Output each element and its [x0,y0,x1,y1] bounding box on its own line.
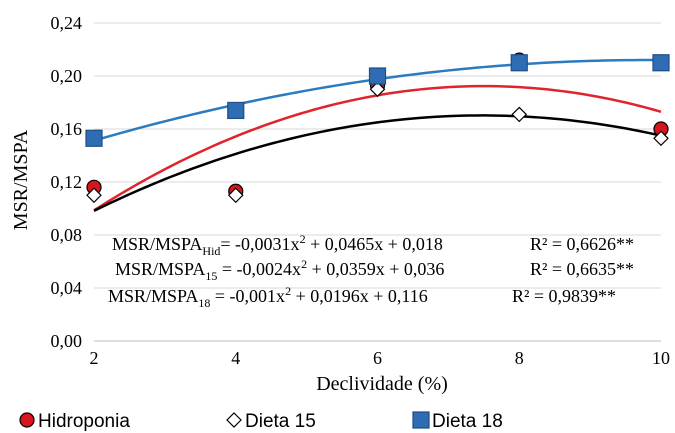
legend: Hidroponia Dieta 15 Dieta 18 [20,411,503,432]
equation-lhs: MSR/MSPA [112,234,202,254]
legend-marker-diamond-icon [227,413,241,427]
legend-item-hidroponia: Hidroponia [20,411,130,432]
equation-annotations: MSR/MSPAHid= -0,0031x2 + 0,0465x + 0,018… [108,232,634,310]
point-dieta-18 [86,130,102,146]
point-dieta-18 [653,55,669,71]
equation-lhs: MSR/MSPA [115,259,205,279]
x-tick-label: 2 [90,348,99,368]
equation-rhs-rest: + 0,0359x + 0,036 [307,259,444,279]
x-axis-label: Declividade (%) [316,373,448,395]
trend-line-hidroponia [94,86,661,210]
equation-lhs: MSR/MSPA [108,286,198,306]
y-tick-label: 0,04 [51,278,83,298]
y-axis-label: MSR/MSPA [10,129,32,230]
x-tick-label: 8 [515,348,524,368]
equation-text: MSR/MSPA15 = -0,0024x2 + 0,0359x + 0,036 [115,257,444,283]
point-dieta-18 [228,102,244,118]
legend-marker-circle-icon [20,413,34,427]
y-tick-labels: 0,00 0,04 0,08 0,12 0,16 0,20 0,24 [51,13,83,351]
r-squared-text: R² = 0,9839** [512,286,616,306]
equation-subscript: 18 [198,296,210,310]
r-squared-text: R² = 0,6626** [530,234,634,254]
y-tick-label: 0,24 [51,13,83,33]
equation-text: MSR/MSPA18 = -0,001x2 + 0,0196x + 0,116 [108,284,428,310]
data-points [86,53,669,202]
x-tick-label: 10 [652,348,670,368]
legend-marker-square-icon [413,412,429,428]
x-tick-label: 6 [373,348,382,368]
equation-rhs-rest: + 0,0465x + 0,018 [306,234,443,254]
y-tick-label: 0,08 [51,225,83,245]
r-squared-text: R² = 0,6635** [530,259,634,279]
equation-subscript: Hid [202,244,220,258]
y-tick-label: 0,00 [51,331,83,351]
legend-item-dieta-18: Dieta 18 [413,411,503,432]
equation-subscript: 15 [205,269,217,283]
legend-label: Dieta 15 [245,411,316,432]
equation-rhs: = -0,001x [210,286,285,306]
x-tick-labels: 2 4 6 8 10 [90,348,671,368]
point-dieta-18 [370,68,386,84]
equation-rhs: = -0,0024x [217,259,301,279]
y-tick-label: 0,12 [51,172,83,192]
equation-text: MSR/MSPAHid= -0,0031x2 + 0,0465x + 0,018 [112,232,443,258]
legend-label: Hidroponia [38,411,130,432]
equation-rhs-rest: + 0,0196x + 0,116 [291,286,428,306]
equation-rhs: = -0,0031x [220,234,299,254]
x-tick-label: 4 [231,348,240,368]
point-dieta-18 [511,55,527,71]
y-tick-label: 0,20 [51,66,83,86]
legend-item-dieta-15: Dieta 15 [227,411,316,432]
legend-label: Dieta 18 [432,411,503,432]
point-dieta-15 [512,107,526,121]
y-tick-label: 0,16 [51,119,83,139]
